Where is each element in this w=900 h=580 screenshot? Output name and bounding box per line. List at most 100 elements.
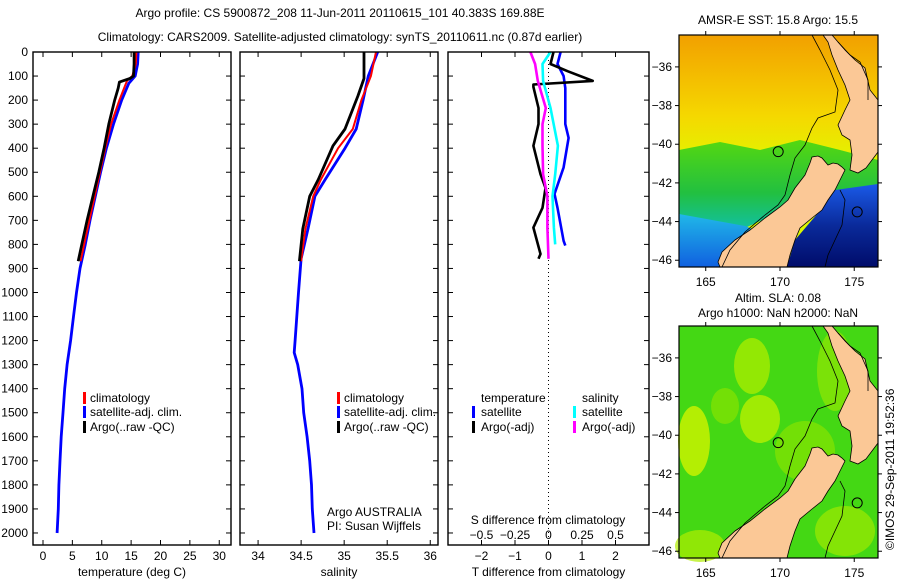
legend-label-satellite: satellite-adj. clim. — [344, 405, 436, 419]
y-tick-label: 1900 — [1, 502, 28, 516]
x-tick-label: 10 — [95, 549, 109, 563]
lat-tick-label: −36 — [652, 60, 673, 74]
legend-header-temperature: temperature — [481, 391, 546, 405]
lon-tick-label: 170 — [770, 566, 790, 580]
x-tick-label: 20 — [154, 549, 168, 563]
sla-anomaly-patch — [815, 506, 875, 556]
y-tick-label: 1200 — [1, 334, 28, 348]
legend-swatch-argo — [83, 421, 86, 433]
lon-tick-label: 165 — [696, 275, 716, 289]
x-axis-label: salinity — [321, 565, 358, 579]
series-line-climatology — [300, 51, 377, 262]
x-tick-label: 34 — [251, 549, 265, 563]
x-tick-label: 15 — [124, 549, 138, 563]
lat-tick-label: −40 — [652, 137, 673, 151]
y-tick-label: 1600 — [1, 430, 28, 444]
legend-label-argo: Argo(..raw -QC) — [344, 420, 429, 434]
lat-tick-label: −44 — [652, 215, 673, 229]
y-tick-label: 800 — [8, 237, 28, 251]
y-tick-label: 200 — [8, 93, 28, 107]
lat-tick-label: −40 — [652, 428, 673, 442]
y-tick-label: 600 — [8, 189, 28, 203]
legend-label-t-argo: Argo(-adj) — [481, 420, 534, 434]
y-tick-label: 900 — [8, 261, 28, 275]
sst-map-title: AMSR-E SST: 15.8 Argo: 15.5 — [698, 13, 858, 27]
legend-label-s-satellite: satellite — [582, 405, 623, 419]
lon-tick-label: 170 — [770, 275, 790, 289]
figure-title-line2: Climatology: CARS2009. Satellite-adjuste… — [98, 30, 582, 44]
x-tick-label: 34.5 — [289, 549, 313, 563]
y-tick-label: 700 — [8, 213, 28, 227]
x-tick-label: 35.5 — [376, 549, 400, 563]
s-axis-label: S difference from climatology — [471, 513, 626, 527]
agency-label: Argo AUSTRALIA — [327, 505, 422, 519]
pi-label: PI: Susan Wijffels — [327, 519, 421, 533]
s-tick-label: 0.5 — [607, 528, 624, 542]
sst-field-cool — [679, 214, 760, 267]
sla-map-subtitle: Argo h1000: NaN h2000: NaN — [698, 306, 858, 320]
legend-swatch-climatology — [337, 392, 340, 404]
profile-location-marker — [851, 206, 863, 218]
sla-anomaly-patch — [675, 530, 725, 562]
map-frame — [678, 325, 879, 559]
y-tick-label: 300 — [8, 117, 28, 131]
y-tick-label: 100 — [8, 69, 28, 83]
lat-tick-label: −46 — [652, 253, 673, 267]
lat-tick-label: −46 — [652, 544, 673, 558]
legend-swatch-satellite — [337, 406, 340, 418]
x-axis-label: temperature (deg C) — [78, 565, 186, 579]
sla-anomaly-patch — [740, 395, 780, 443]
sla-anomaly-patch — [734, 338, 770, 394]
legend-swatch-t-satellite — [472, 406, 475, 418]
plot-frame — [239, 51, 439, 546]
legend-label-satellite: satellite-adj. clim. — [90, 405, 182, 419]
lat-tick-label: −38 — [652, 99, 673, 113]
salinity-legend: climatology satellite-adj. clim. Argo(..… — [337, 391, 436, 434]
y-tick-label: 1500 — [1, 406, 28, 420]
sla-anomaly-patch — [711, 388, 739, 424]
legend-swatch-t-argo — [472, 421, 475, 433]
x-tick-label: 5 — [69, 549, 76, 563]
legend-swatch-s-satellite — [573, 406, 576, 418]
series-line-temperature-satellite — [553, 51, 570, 247]
legend-swatch-s-argo — [573, 421, 576, 433]
lat-tick-label: −44 — [652, 506, 673, 520]
x-tick-label: 1 — [579, 549, 586, 563]
series-line-argo-raw-qc- — [298, 52, 366, 262]
x-tick-label: 25 — [183, 549, 197, 563]
legend-label-s-argo: Argo(-adj) — [582, 420, 635, 434]
legend-label-climatology: climatology — [344, 391, 404, 405]
profile-panel-3: −2 −1 0 1 2 T difference from climatology −0.5… — [447, 51, 650, 579]
series-line-satellite-adj-clim- — [292, 51, 380, 534]
legend-swatch-satellite — [83, 406, 86, 418]
legend-header-salinity: salinity — [582, 391, 619, 405]
s-tick-label: −0.25 — [500, 528, 531, 542]
x-tick-label: 2 — [612, 549, 619, 563]
legend-label-argo: Argo(..raw -QC) — [90, 420, 175, 434]
x-tick-label: 35 — [337, 549, 351, 563]
profile-location-marker — [772, 437, 784, 449]
sla-map-title: Altim. SLA: 0.08 — [735, 291, 821, 305]
lat-tick-label: −36 — [652, 351, 673, 365]
y-tick-label: 500 — [8, 165, 28, 179]
plot-frame — [447, 51, 650, 546]
x-tick-label: 0 — [40, 549, 47, 563]
difference-legend: temperature salinity satellite Argo(-adj… — [472, 391, 635, 434]
series-line-temperature-argo-adj- — [532, 51, 595, 260]
series-line-satellite-adj-clim- — [55, 51, 140, 534]
y-tick-label: 1700 — [1, 454, 28, 468]
profile-panels: 0100200300400500600700800900100011001200… — [1, 45, 650, 579]
lon-tick-label: 165 — [696, 566, 716, 580]
profile-panel-1: 0100200300400500600700800900100011001200… — [1, 45, 232, 579]
y-tick-label: 0 — [21, 45, 28, 59]
y-tick-label: 1800 — [1, 478, 28, 492]
temperature-legend: climatology satellite-adj. clim. Argo(..… — [83, 391, 182, 434]
x-tick-label: −1 — [508, 549, 522, 563]
y-tick-label: 1000 — [1, 285, 28, 299]
lon-tick-label: 175 — [844, 275, 864, 289]
legend-swatch-argo — [337, 421, 340, 433]
y-tick-label: 400 — [8, 141, 28, 155]
plot-frame — [32, 51, 232, 546]
x-axis-label: T difference from climatology — [472, 565, 626, 579]
y-tick-label: 2000 — [1, 526, 28, 540]
